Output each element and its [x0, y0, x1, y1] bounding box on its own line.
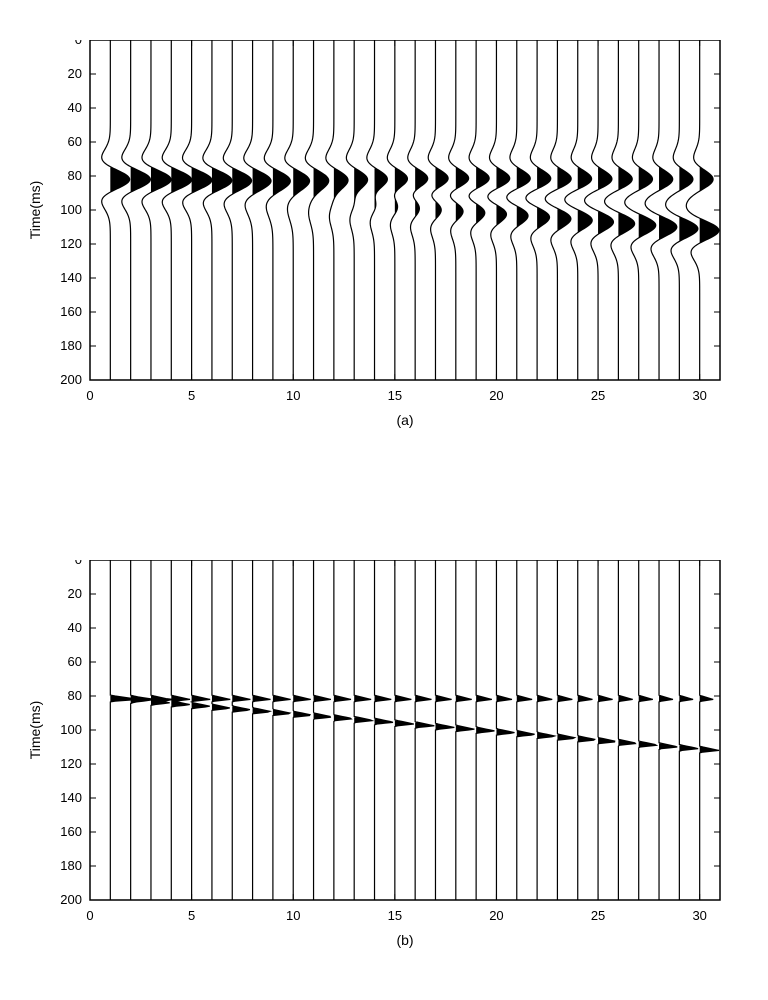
- svg-text:(b): (b): [396, 932, 413, 948]
- svg-text:100: 100: [60, 722, 82, 737]
- svg-text:5: 5: [188, 908, 195, 923]
- svg-text:20: 20: [489, 908, 503, 923]
- svg-text:80: 80: [68, 688, 82, 703]
- svg-text:20: 20: [68, 586, 82, 601]
- svg-text:20: 20: [68, 66, 82, 81]
- svg-text:30: 30: [692, 388, 706, 403]
- svg-text:0: 0: [86, 388, 93, 403]
- svg-text:40: 40: [68, 100, 82, 115]
- svg-text:10: 10: [286, 388, 300, 403]
- svg-text:100: 100: [60, 202, 82, 217]
- svg-text:(a): (a): [396, 412, 413, 428]
- svg-text:120: 120: [60, 756, 82, 771]
- svg-text:Time(ms): Time(ms): [27, 181, 43, 240]
- figure: 020406080100120140160180200051015202530T…: [0, 0, 768, 1000]
- svg-text:180: 180: [60, 858, 82, 873]
- svg-text:30: 30: [692, 908, 706, 923]
- svg-text:10: 10: [286, 908, 300, 923]
- svg-text:60: 60: [68, 654, 82, 669]
- svg-text:80: 80: [68, 168, 82, 183]
- svg-text:60: 60: [68, 134, 82, 149]
- svg-text:20: 20: [489, 388, 503, 403]
- svg-text:140: 140: [60, 270, 82, 285]
- svg-text:25: 25: [591, 388, 605, 403]
- svg-text:40: 40: [68, 620, 82, 635]
- svg-text:0: 0: [75, 40, 82, 47]
- svg-text:0: 0: [75, 560, 82, 567]
- svg-text:Time(ms): Time(ms): [27, 701, 43, 760]
- svg-text:5: 5: [188, 388, 195, 403]
- seismic-panel-a: 0 20 40 60 80 100 120 140 160 180 200 0 5 10 15 20 25 30 T…: [0, 40, 750, 460]
- svg-text:15: 15: [388, 388, 402, 403]
- svg-text:15: 15: [388, 908, 402, 923]
- svg-text:0: 0: [86, 908, 93, 923]
- svg-text:200: 200: [60, 372, 82, 387]
- svg-text:140: 140: [60, 790, 82, 805]
- svg-text:180: 180: [60, 338, 82, 353]
- svg-text:160: 160: [60, 824, 82, 839]
- svg-text:25: 25: [591, 908, 605, 923]
- seismic-panel-b: 0 20 40 60 80 100 120 140 160 180 200 0 5 10 15 20 25 30 T…: [0, 560, 750, 980]
- svg-text:200: 200: [60, 892, 82, 907]
- svg-text:120: 120: [60, 236, 82, 251]
- svg-text:160: 160: [60, 304, 82, 319]
